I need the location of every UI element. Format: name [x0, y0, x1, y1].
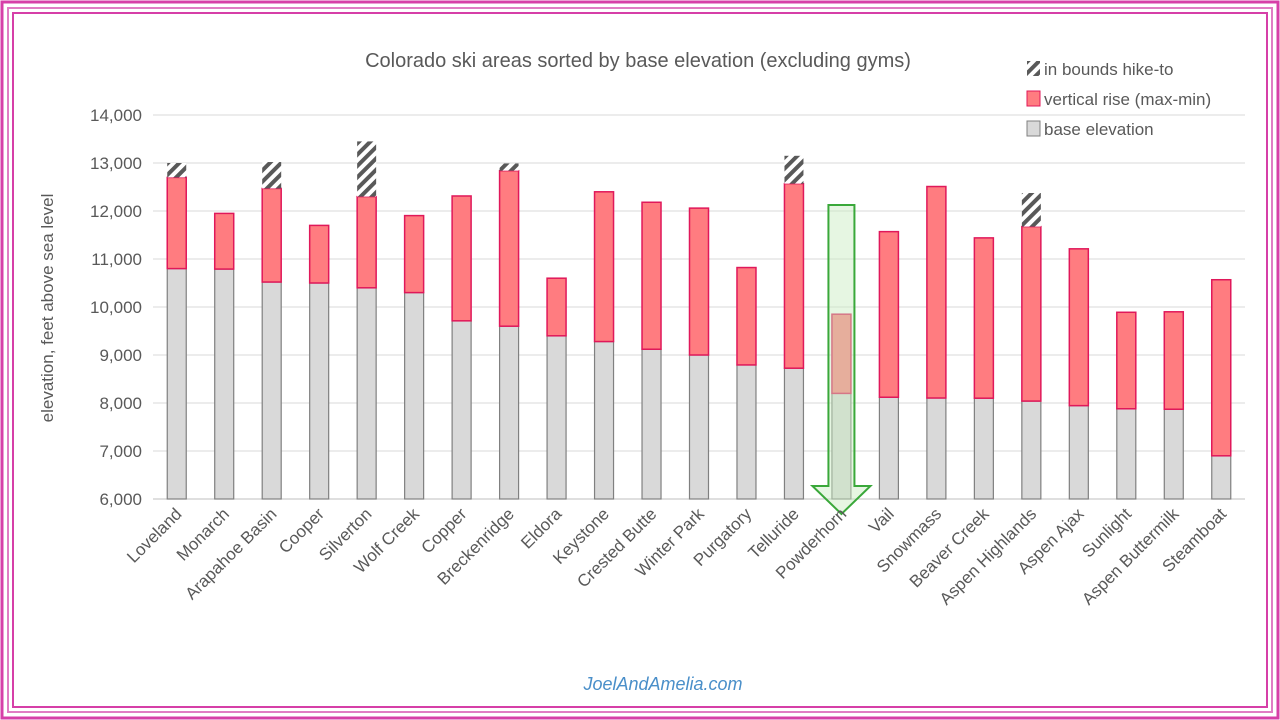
y-tick-label: 6,000	[99, 490, 142, 509]
bar-base-elevation	[688, 354, 710, 500]
highlight-arrow-group	[809, 204, 873, 516]
bar-vertical-rise	[973, 237, 995, 399]
y-tick-label: 14,000	[90, 106, 142, 125]
bar-base-elevation	[451, 320, 472, 500]
bar-vertical-rise	[166, 176, 187, 270]
y-axis-label: elevation, feet above sea level	[38, 194, 57, 423]
bar-vertical-rise	[451, 195, 472, 322]
y-tick-label: 10,000	[90, 298, 142, 317]
y-tick-label: 12,000	[90, 202, 142, 221]
bar-base-elevation	[1021, 400, 1042, 500]
bar-base-elevation	[309, 282, 330, 500]
bar-base-elevation	[356, 287, 377, 500]
bar-hike-to	[1021, 193, 1041, 227]
legend-label-base: base elevation	[1044, 120, 1154, 139]
bar-vertical-rise	[783, 182, 805, 369]
bar-hike-to	[167, 163, 187, 178]
y-tick-label: 11,000	[91, 250, 142, 269]
category-label: Vail	[865, 504, 898, 537]
bar-vertical-rise	[1021, 225, 1042, 402]
bar-base-elevation	[214, 268, 235, 500]
highlight-arrow	[809, 204, 873, 516]
bar-base-elevation	[1163, 408, 1184, 500]
bar-vertical-rise	[498, 169, 520, 327]
bar-vertical-rise	[593, 191, 615, 343]
bar-vertical-rise	[1068, 248, 1090, 407]
y-tick-label: 9,000	[99, 346, 142, 365]
bars	[166, 141, 1232, 500]
bar-vertical-rise	[261, 187, 282, 283]
bar-vertical-rise	[403, 214, 425, 294]
bar-vertical-rise	[878, 230, 900, 398]
bar-vertical-rise	[736, 266, 757, 366]
bar-vertical-rise	[1163, 311, 1185, 410]
frame-mid	[7, 7, 1273, 713]
bar-vertical-rise	[308, 224, 330, 284]
bar-hike-to	[784, 155, 804, 184]
bar-base-elevation	[926, 397, 947, 500]
bar-base-elevation	[1068, 405, 1089, 500]
y-tick-label: 8,000	[99, 394, 142, 413]
category-label: Loveland	[123, 504, 185, 566]
bar-base-elevation	[261, 281, 282, 500]
y-tick-label: 13,000	[90, 154, 142, 173]
bar-vertical-rise	[831, 313, 852, 395]
bar-base-elevation	[736, 364, 757, 500]
legend-swatch-base	[1026, 120, 1041, 137]
legend-swatch-vertical	[1026, 90, 1041, 107]
bar-vertical-rise	[641, 201, 662, 350]
y-tick-labels: 6,000 7,000 8,000 9,000 10,000 11,000 12,000 13…	[90, 106, 142, 509]
bar-hike-to	[357, 141, 377, 197]
bar-base-elevation	[593, 340, 615, 500]
y-tick-label: 7,000	[99, 442, 142, 461]
bar-vertical-rise	[688, 207, 710, 356]
bar-hike-to	[499, 163, 519, 171]
bar-vertical-rise	[1211, 278, 1232, 457]
bar-vertical-rise	[546, 277, 567, 337]
bar-vertical-rise	[356, 195, 377, 289]
bar-base-elevation	[546, 335, 567, 500]
bar-vertical-rise	[213, 212, 235, 270]
bar-hike-to	[262, 162, 282, 189]
legend-label-hike: in bounds hike-to	[1044, 60, 1173, 79]
bar-vertical-rise	[926, 185, 947, 399]
legend-label-vertical: vertical rise (max-min)	[1044, 90, 1211, 109]
bar-base-elevation	[498, 325, 520, 500]
bar-base-elevation	[878, 396, 900, 500]
footer-watermark[interactable]: JoelAndAmelia.com	[582, 674, 742, 694]
bar-base-elevation	[641, 348, 662, 500]
bar-base-elevation	[973, 397, 994, 500]
bar-vertical-rise	[1116, 311, 1137, 410]
bar-base-elevation	[783, 367, 805, 500]
bar-base-elevation	[404, 292, 425, 500]
bar-base-elevation	[166, 268, 187, 500]
bar-base-elevation	[1116, 408, 1137, 500]
legend: in bounds hike-to vertical rise (max-min…	[1026, 60, 1211, 139]
frame-inner	[12, 12, 1268, 708]
legend-swatch-hike	[1027, 61, 1040, 76]
chart-title: Colorado ski areas sorted by base elevat…	[365, 50, 911, 72]
bar-base-elevation	[1211, 455, 1232, 500]
